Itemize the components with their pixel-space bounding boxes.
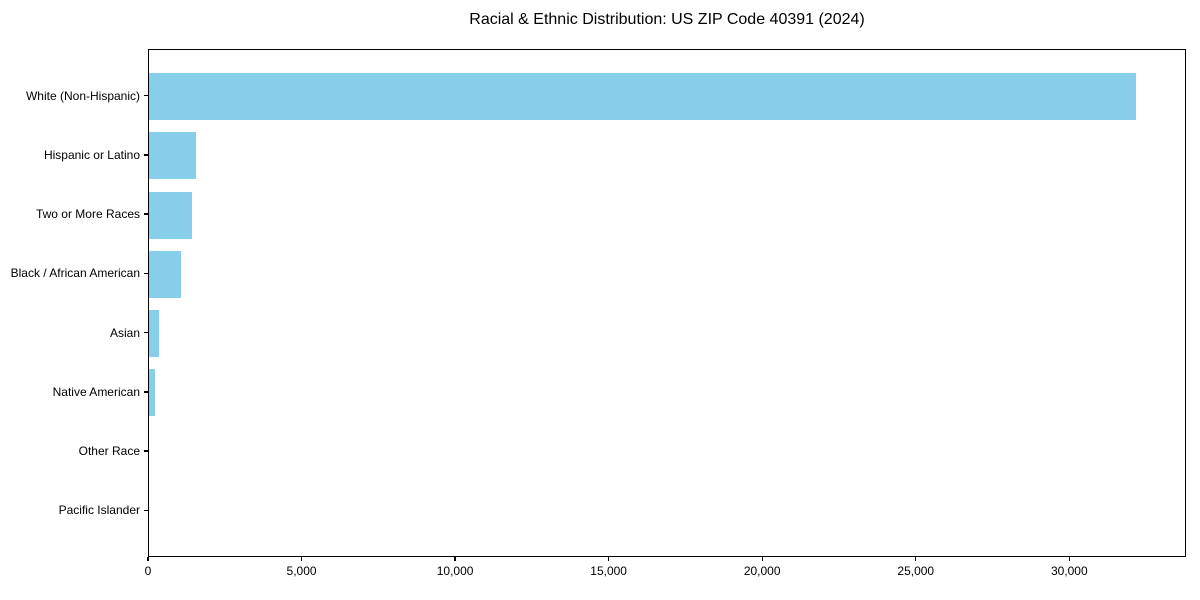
x-tick xyxy=(1068,557,1070,561)
y-tick-label: Pacific Islander xyxy=(58,503,140,518)
x-tick-label: 20,000 xyxy=(743,564,781,578)
x-tick xyxy=(300,557,303,561)
chart-title: Racial & Ethnic Distribution: US ZIP Cod… xyxy=(469,11,865,28)
bar xyxy=(149,73,1136,121)
y-tick xyxy=(144,213,148,215)
x-tick-label: 30,000 xyxy=(1050,564,1088,578)
bar xyxy=(149,191,192,239)
x-tick-label: 15,000 xyxy=(590,564,627,578)
x-tick-label: 0 xyxy=(144,564,152,578)
y-tick-label: Other Race xyxy=(78,444,140,459)
y-tick-label: White (Non-Hispanic) xyxy=(25,88,140,103)
x-tick xyxy=(147,557,149,561)
bar xyxy=(149,369,155,417)
y-tick-label: Hispanic or Latino xyxy=(43,147,140,162)
y-tick-label: Native American xyxy=(52,384,140,399)
x-tick xyxy=(761,557,763,561)
y-tick xyxy=(144,450,148,452)
y-tick xyxy=(144,391,148,393)
x-tick-label: 25,000 xyxy=(897,564,935,578)
y-tick xyxy=(144,154,148,156)
x-tick-label: 10,000 xyxy=(436,564,474,578)
bar xyxy=(149,310,160,358)
x-tick xyxy=(454,557,456,561)
bar xyxy=(149,250,181,298)
y-tick xyxy=(144,272,148,275)
y-tick-label: Black / African American xyxy=(10,266,140,281)
y-tick xyxy=(144,331,148,334)
y-tick-label: Two or More Races xyxy=(35,207,140,222)
bar xyxy=(149,132,196,180)
x-tick-label: 5,000 xyxy=(286,564,317,578)
y-tick xyxy=(144,509,148,512)
x-tick xyxy=(915,557,917,561)
x-tick xyxy=(608,557,610,561)
y-tick xyxy=(144,94,148,97)
plot-area xyxy=(148,49,1186,557)
y-tick-label: Asian xyxy=(109,325,140,340)
